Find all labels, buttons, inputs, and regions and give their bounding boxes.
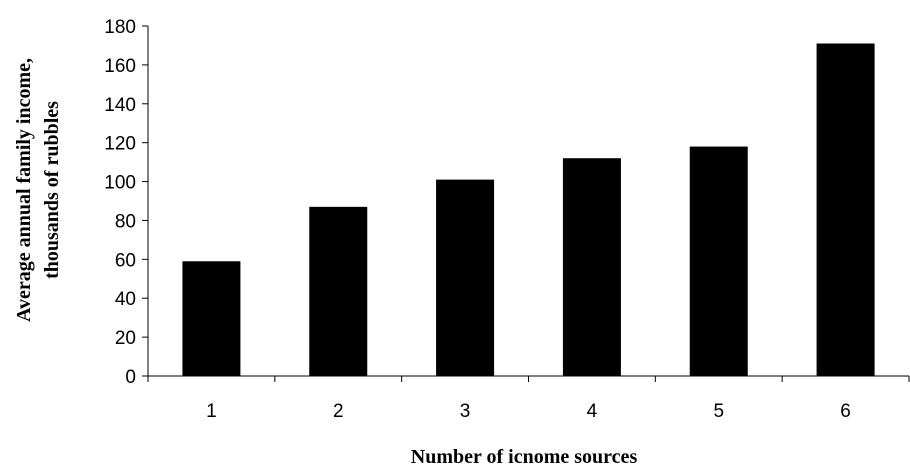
y-ticks: 0 20 40 60 80 100 120 140 160 180 xyxy=(104,17,148,388)
bar xyxy=(182,261,241,376)
y-axis-title-line-2: thousands of rubbles xyxy=(41,101,63,279)
bar xyxy=(309,206,368,376)
bars-layer xyxy=(182,43,875,376)
y-tick-label: 20 xyxy=(115,328,136,349)
y-tick-label: 40 xyxy=(115,289,136,310)
x-tick-label: 6 xyxy=(840,401,851,422)
x-ticks: 1 2 3 4 5 6 xyxy=(147,376,910,422)
y-tick-label: 100 xyxy=(104,173,136,194)
x-tick-label: 5 xyxy=(713,401,724,422)
y-tick-label: 140 xyxy=(104,95,136,116)
y-axis-title-line-1: Average annual family income, xyxy=(13,58,35,322)
bar xyxy=(436,179,495,376)
axes-layer xyxy=(147,26,909,377)
bar xyxy=(562,158,621,376)
x-tick-label: 3 xyxy=(460,401,471,422)
y-tick-label: 180 xyxy=(104,17,136,38)
x-tick-label: 4 xyxy=(587,401,598,422)
y-tick-label: 80 xyxy=(115,211,136,232)
y-axis-title: Average annual family income, thousands … xyxy=(13,58,63,322)
y-tick-label: 120 xyxy=(104,134,136,155)
bar xyxy=(689,146,748,376)
x-tick-label: 1 xyxy=(206,401,217,422)
y-tick-label: 60 xyxy=(115,250,136,271)
bar xyxy=(816,43,875,376)
x-axis-title: Number of icnome sources xyxy=(411,446,638,468)
y-tick-label: 160 xyxy=(104,56,136,77)
x-tick-label: 2 xyxy=(333,401,344,422)
y-tick-label: 0 xyxy=(125,367,136,388)
